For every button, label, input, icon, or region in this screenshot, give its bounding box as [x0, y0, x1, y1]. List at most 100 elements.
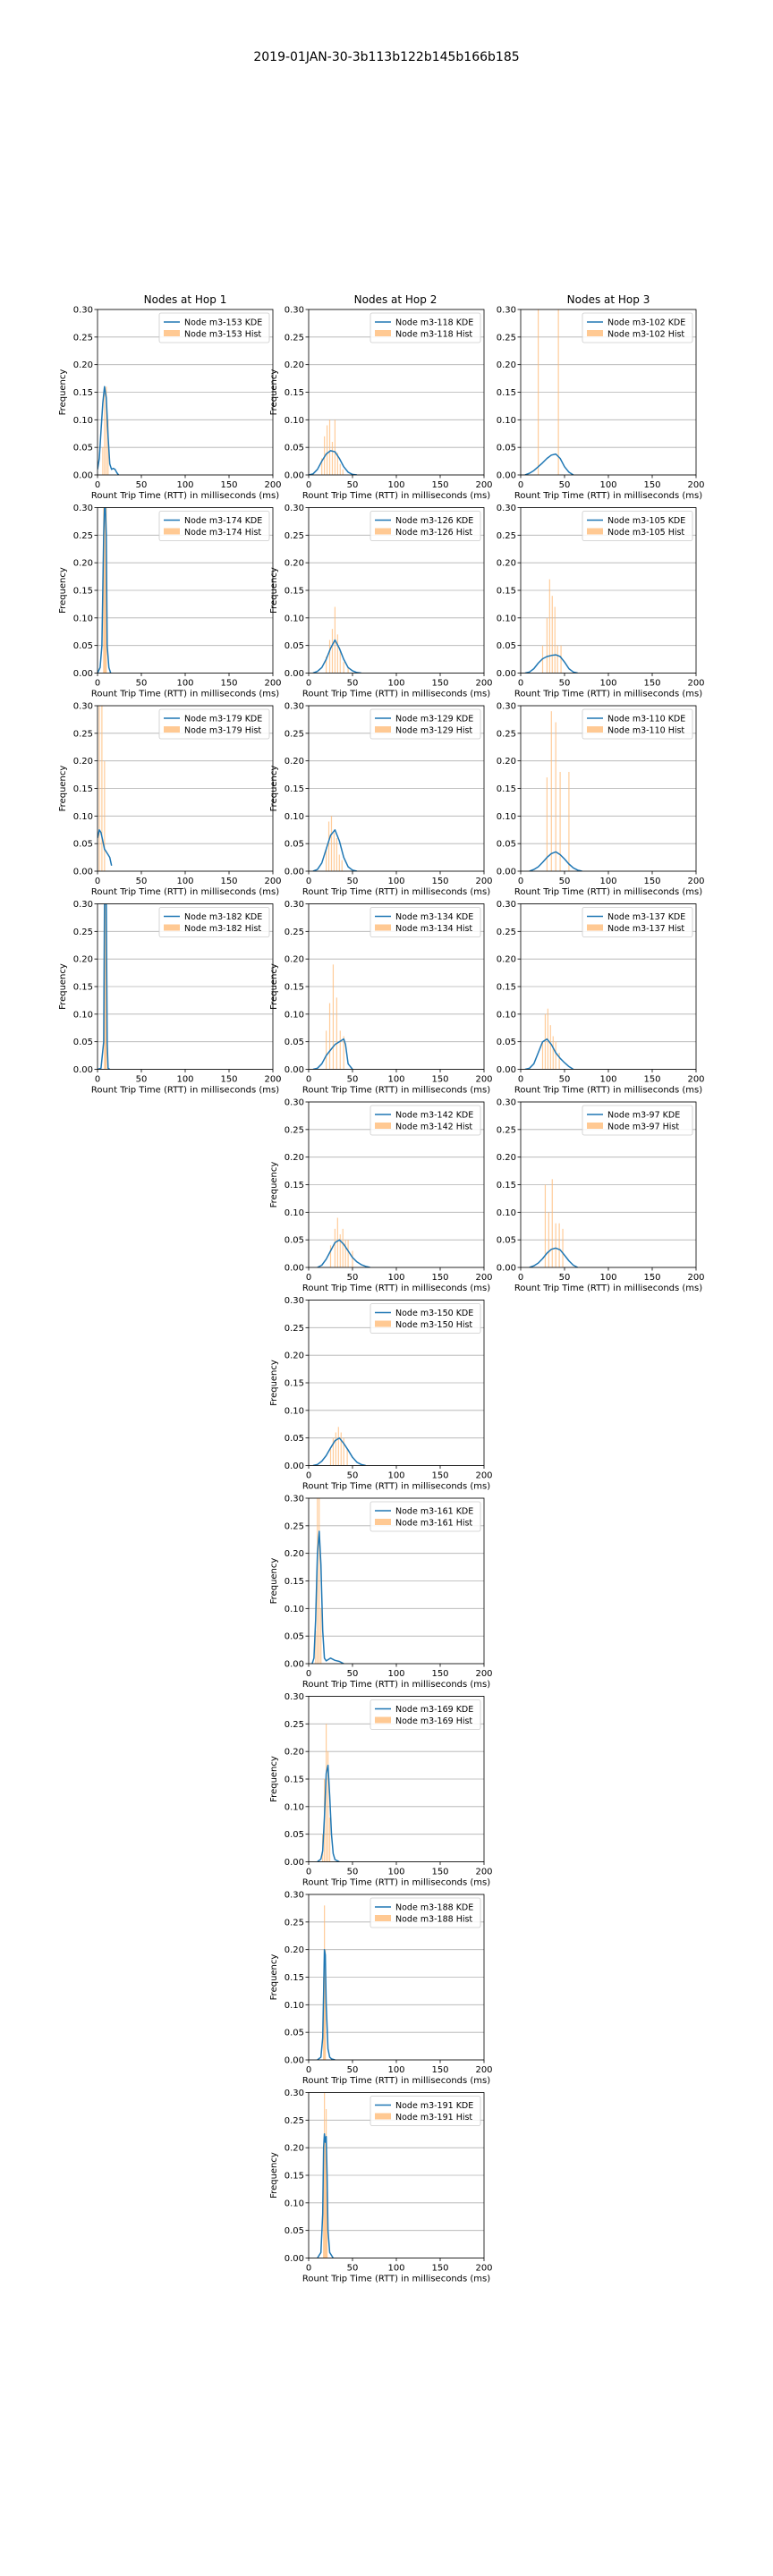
y-tick-label: 0.20 [285, 1945, 304, 1955]
y-tick-label: 0.25 [73, 531, 93, 541]
hist-bar [558, 1053, 560, 1070]
kde-line [98, 903, 111, 1070]
y-tick-label: 0.05 [73, 641, 93, 651]
hist-bar [336, 453, 338, 475]
y-tick-label: 0.00 [497, 1065, 516, 1075]
kde-line [529, 851, 582, 871]
x-tick-label: 50 [347, 1669, 359, 1679]
kde-line [311, 1530, 344, 1664]
x-tick-label: 200 [475, 1669, 492, 1679]
x-tick-label: 150 [431, 1471, 448, 1481]
y-tick-label: 0.25 [497, 333, 516, 343]
x-tick-label: 50 [559, 1075, 571, 1085]
hist-bar [331, 442, 334, 475]
hist-bar [544, 1013, 547, 1070]
subplot-m3-134: 0.00 0.05 0.10 0.15 0.20 0.25 0.30 0 50 100 150 200… [269, 900, 493, 1096]
y-tick-label: 0.20 [285, 955, 304, 965]
subplot-m3-161: 0.00 0.05 0.10 0.15 0.20 0.25 0.30 0 50 100 150 200… [269, 1495, 493, 1690]
y-tick-label: 0.30 [285, 2089, 304, 2098]
y-tick-label: 0.05 [73, 444, 93, 453]
hist-bar [315, 1631, 317, 1664]
y-tick-label: 0.25 [497, 1125, 516, 1135]
legend-hist-swatch [375, 330, 391, 336]
x-axis-label: Rount Trip Time (RTT) in milliseconds (m… [302, 2076, 490, 2086]
y-axis-label: Frequency [58, 567, 68, 614]
legend-box [370, 907, 481, 937]
x-axis-label: Rount Trip Time (RTT) in milliseconds (m… [514, 690, 702, 699]
y-axis-label: Frequency [269, 766, 279, 812]
hist-bar [333, 832, 336, 871]
x-tick-label: 50 [559, 877, 571, 886]
y-tick-label: 0.00 [497, 669, 516, 679]
kde-line [524, 453, 574, 475]
subplot-m3-188: 0.00 0.05 0.10 0.15 0.20 0.25 0.30 0 50 100 150 200… [269, 1891, 493, 2087]
y-tick-label: 0.00 [73, 471, 93, 481]
y-tick-label: 0.20 [285, 757, 304, 767]
legend-hist-swatch [587, 1123, 603, 1129]
legend-box [582, 312, 693, 343]
hist-bar [554, 606, 556, 674]
legend-hist-label: Node m3-179 Hist [184, 726, 261, 736]
y-tick-label: 0.00 [73, 1065, 93, 1075]
legend-kde-label: Node m3-169 KDE [395, 1705, 473, 1715]
hist-bar [556, 645, 558, 674]
y-tick-label: 0.30 [73, 504, 93, 513]
y-tick-label: 0.00 [497, 868, 516, 877]
y-tick-label: 0.10 [285, 2001, 304, 2011]
y-tick-label: 0.05 [285, 1038, 304, 1047]
legend-hist-label: Node m3-174 Hist [184, 528, 261, 538]
y-tick-label: 0.15 [285, 587, 304, 597]
y-tick-label: 0.20 [73, 360, 93, 370]
kde-line [98, 829, 113, 866]
legend-hist-label: Node m3-150 Hist [395, 1320, 472, 1330]
x-tick-label: 150 [431, 877, 448, 886]
legend-box [158, 312, 270, 343]
x-tick-label: 150 [643, 480, 660, 490]
hist-bar [338, 854, 340, 871]
subplot-m3-105: 0.00 0.05 0.10 0.15 0.20 0.25 0.30 0 50 100 150 200… [497, 504, 705, 699]
hist-bar [329, 1245, 332, 1267]
x-axis-label: Rount Trip Time (RTT) in milliseconds (m… [302, 1680, 490, 1690]
kde-line [317, 1948, 336, 2060]
hist-bar [98, 706, 100, 871]
x-axis-label: Rount Trip Time (RTT) in milliseconds (m… [514, 1086, 702, 1096]
x-tick-label: 0 [306, 480, 311, 490]
y-tick-label: 0.05 [497, 1038, 516, 1047]
x-tick-label: 200 [475, 1273, 492, 1283]
y-axis-label: Frequency [58, 963, 68, 1010]
y-tick-label: 0.30 [73, 900, 93, 910]
hist-bar [317, 1498, 319, 1664]
hist-bar [103, 507, 105, 674]
legend-box [582, 1105, 693, 1136]
y-tick-label: 0.15 [497, 388, 516, 398]
y-tick-label: 0.20 [497, 955, 516, 965]
y-tick-label: 0.00 [285, 1264, 304, 1274]
x-tick-label: 0 [306, 1273, 311, 1283]
hist-bar [105, 903, 106, 1070]
x-axis-label: Rount Trip Time (RTT) in milliseconds (m… [514, 887, 702, 897]
hist-bar [328, 1003, 331, 1070]
x-tick-label: 0 [518, 877, 523, 886]
legend-kde-label: Node m3-182 KDE [184, 912, 262, 922]
y-tick-label: 0.25 [285, 2116, 304, 2126]
x-tick-label: 100 [387, 877, 404, 886]
y-tick-label: 0.20 [497, 1153, 516, 1163]
x-tick-label: 150 [431, 2065, 448, 2075]
y-tick-label: 0.00 [73, 669, 93, 679]
x-axis-label: Rount Trip Time (RTT) in milliseconds (m… [302, 690, 490, 699]
y-tick-label: 0.20 [285, 360, 304, 370]
y-tick-label: 0.15 [497, 1181, 516, 1191]
y-tick-label: 0.00 [497, 471, 516, 481]
y-tick-label: 0.25 [285, 1125, 304, 1135]
y-tick-label: 0.25 [285, 1918, 304, 1928]
y-tick-label: 0.30 [497, 504, 516, 513]
y-tick-label: 0.30 [285, 900, 304, 910]
y-tick-label: 0.15 [285, 1775, 304, 1785]
y-tick-label: 0.15 [285, 983, 304, 993]
hist-bar [544, 1184, 547, 1267]
x-tick-label: 100 [387, 1075, 404, 1085]
x-axis-label: Rount Trip Time (RTT) in milliseconds (m… [302, 1482, 490, 1492]
x-tick-label: 50 [347, 679, 359, 689]
legend-kde-label: Node m3-129 KDE [395, 715, 473, 724]
hist-bar [328, 640, 331, 674]
